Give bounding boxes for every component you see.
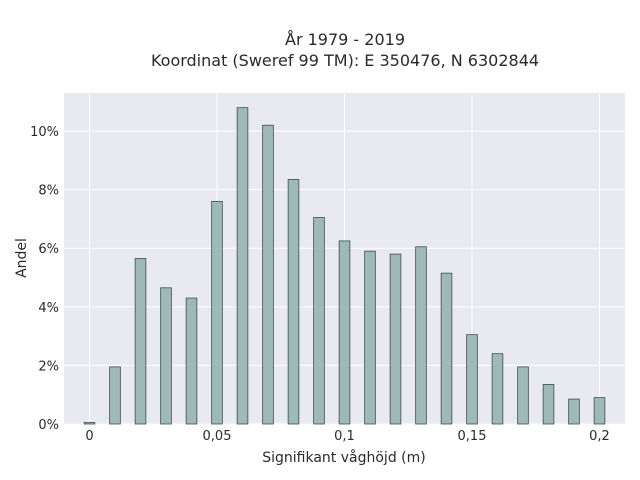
histogram-bar [185,297,198,425]
chart-title-line-2: Koordinat (Sweref 99 TM): E 350476, N 63… [151,51,539,70]
histogram-bar [313,217,325,425]
histogram-bar [236,107,249,425]
histogram-bar [364,250,376,425]
x-tick-label: 0 [85,429,93,444]
x-axis-ticks: 0 0,05 0,1 0,15 0,2 [85,429,609,444]
x-tick-label: 0,2 [589,429,610,444]
y-tick-label: 0% [38,418,59,433]
chart-title-line-1: År 1979 - 2019 [285,30,405,49]
histogram-bar [262,124,274,425]
histogram-bar [134,258,147,425]
histogram-bar [593,397,606,425]
y-tick-label: 2% [38,359,59,374]
x-axis-title: Signifikant våghöjd (m) [262,449,425,466]
histogram-bar [109,366,121,425]
y-tick-label: 8% [38,184,59,199]
bars [83,107,606,425]
histogram-bar [415,246,427,425]
y-tick-label: 6% [38,242,59,257]
histogram-bar [287,179,300,425]
histogram-bar [491,353,504,425]
histogram-bar [466,334,478,425]
histogram-bar [83,422,96,425]
histogram-bar [389,253,402,425]
y-tick-label: 10% [30,125,59,140]
y-axis-title: Andel [14,238,30,278]
histogram-bar [542,384,555,425]
y-axis-ticks: 0% 2% 4% 6% 8% 10% [30,125,59,433]
histogram-bar [160,287,172,425]
histogram-bar [338,240,351,425]
x-tick-label: 0,15 [458,429,487,444]
histogram-bar [568,398,580,425]
x-tick-label: 0,05 [203,429,232,444]
x-tick-label: 0,1 [334,429,355,444]
y-tick-label: 4% [38,301,59,316]
histogram-bar [517,366,529,425]
histogram-bar [211,200,223,425]
histogram-bar [440,272,453,425]
